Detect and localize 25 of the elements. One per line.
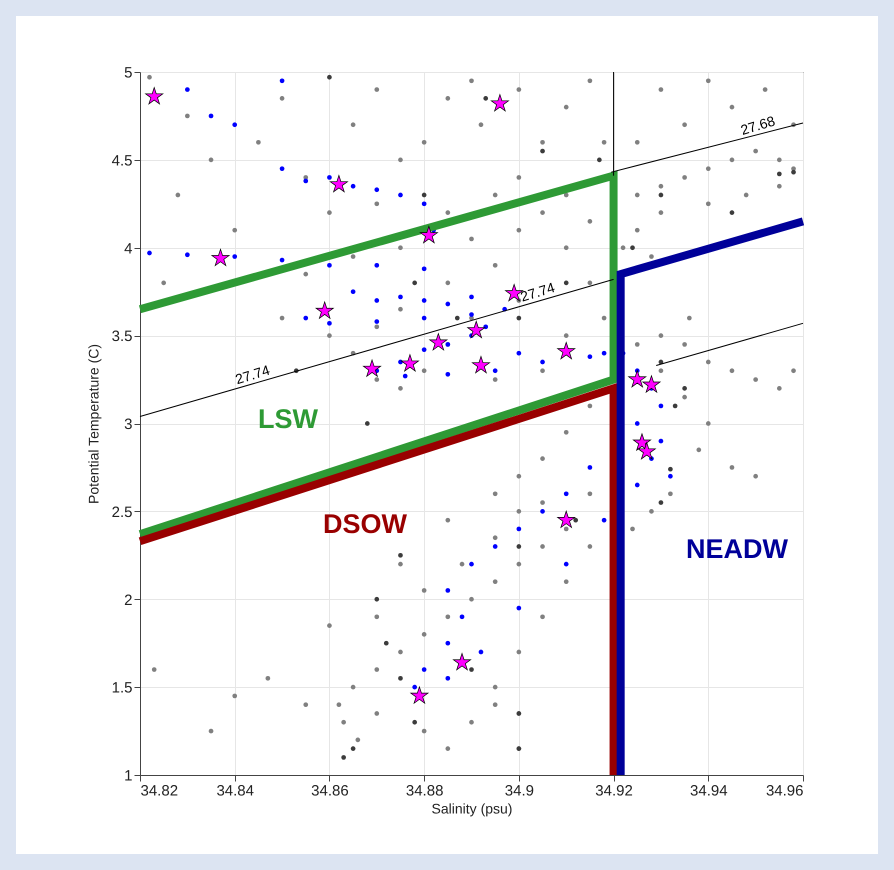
x-tick-label: 34.92 xyxy=(595,782,633,800)
annotation: 27.74 xyxy=(518,279,557,305)
x-tick-label: 34.82 xyxy=(140,782,178,800)
x-tick-label: 34.84 xyxy=(216,782,254,800)
y-axis-title: Potential Temperature (C) xyxy=(86,344,102,504)
x-tick-label: 34.96 xyxy=(766,782,804,800)
x-tick-label: 34.94 xyxy=(690,782,728,800)
x-axis-title: Salinity (psu) xyxy=(432,800,512,816)
annotation: NEADW xyxy=(686,534,789,564)
y-tick-label: 2 xyxy=(124,592,132,609)
x-tick-label: 34.88 xyxy=(406,782,444,800)
y-tick-label: 1 xyxy=(124,768,132,784)
y-tick-label: 3.5 xyxy=(112,328,132,346)
y-tick-label: 5 xyxy=(124,64,132,82)
annotation: LSW xyxy=(258,404,318,434)
x-tick-label: 34.9 xyxy=(504,782,534,800)
annotation: 27.68 xyxy=(738,112,778,138)
annotation: 27.74 xyxy=(233,362,272,388)
y-tick-label: 4 xyxy=(124,240,132,258)
y-tick-label: 1.5 xyxy=(112,680,132,697)
y-tick-label: 2.5 xyxy=(112,504,132,521)
y-tick-label: 3 xyxy=(124,416,132,433)
y-tick-label: 4.5 xyxy=(112,152,132,170)
x-tick-label: 34.86 xyxy=(311,782,349,800)
annotation: DSOW xyxy=(323,509,408,539)
